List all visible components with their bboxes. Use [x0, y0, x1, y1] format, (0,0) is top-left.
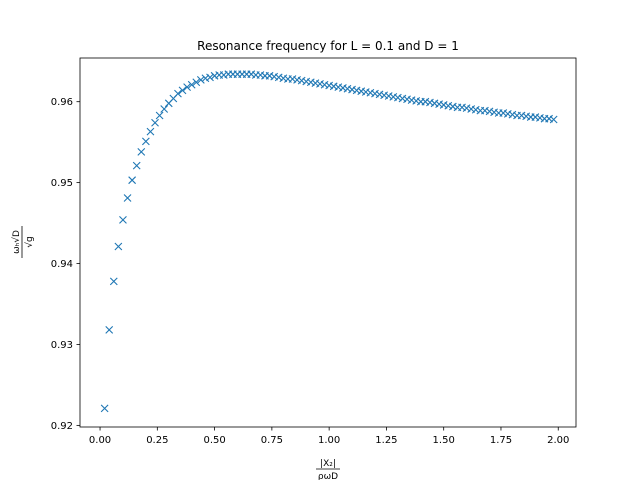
- y-tick-label: 0.94: [51, 259, 73, 270]
- data-point-marker: [549, 115, 558, 124]
- data-point-marker: [178, 86, 187, 95]
- data-point-marker: [155, 111, 164, 120]
- y-tick-label: 0.95: [51, 178, 73, 189]
- data-point-marker: [132, 161, 141, 170]
- data-point-marker: [151, 118, 159, 127]
- y-tick-label: 0.96: [51, 97, 73, 108]
- y-axis-label-numerator: ωₕ√D: [11, 230, 22, 254]
- x-tick-label: 0.00: [89, 435, 111, 446]
- x-tick-label: 0.25: [146, 435, 168, 446]
- data-point-marker: [105, 326, 114, 334]
- y-tick-label: 0.92: [51, 421, 73, 432]
- data-point-marker: [192, 78, 201, 87]
- y-axis-label: ωₕ√D √g: [11, 226, 35, 258]
- data-point-marker: [114, 242, 123, 251]
- data-point-marker: [206, 73, 214, 82]
- data-markers: [100, 70, 558, 413]
- data-point-marker: [109, 277, 118, 286]
- x-tick-label: 0.50: [203, 435, 225, 446]
- data-point-marker: [160, 105, 169, 113]
- x-tick-label: 2.00: [547, 435, 569, 446]
- data-point-marker: [128, 176, 137, 185]
- y-tick-label: 0.93: [51, 340, 73, 351]
- data-point-marker: [123, 194, 132, 202]
- chart-title: Resonance frequency for L = 0.1 and D = …: [197, 39, 459, 53]
- y-axis-label-denominator: √g: [24, 236, 35, 247]
- y-axis-ticks: 0.92 0.93 0.94 0.95 0.96: [51, 97, 80, 432]
- data-point-marker: [119, 215, 127, 224]
- x-axis-label-denominator: ρωD: [318, 472, 338, 480]
- data-point-marker: [141, 137, 150, 146]
- x-tick-label: 1.25: [375, 435, 397, 446]
- x-axis-label: |X₂| ρωD: [316, 459, 340, 482]
- data-point-marker: [174, 89, 182, 98]
- x-axis-ticks: 0.00 0.25 0.50 0.75 1.00 1.25 1.50 1.75 2.00: [89, 427, 569, 446]
- data-point-marker: [100, 404, 109, 413]
- data-point-marker: [137, 147, 146, 156]
- data-point-marker: [187, 80, 196, 89]
- x-tick-label: 1.75: [490, 435, 512, 446]
- plot-frame: [79, 57, 577, 428]
- x-tick-label: 1.50: [433, 435, 455, 446]
- data-point-marker: [146, 127, 155, 136]
- data-point-marker: [183, 83, 191, 92]
- x-tick-label: 1.00: [318, 435, 340, 446]
- data-point-marker: [196, 75, 205, 84]
- x-axis-label-numerator: |X₂|: [320, 459, 336, 469]
- x-tick-label: 0.75: [261, 435, 283, 446]
